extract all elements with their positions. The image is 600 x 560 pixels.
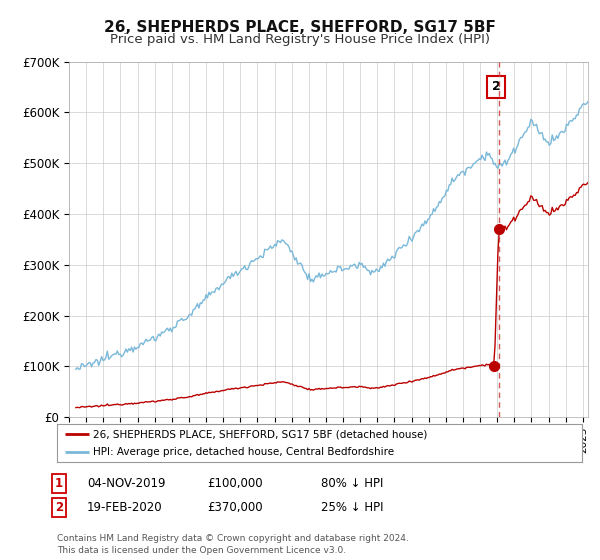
Text: 2: 2 [55,501,63,515]
Text: 2: 2 [491,81,500,94]
Text: 19-FEB-2020: 19-FEB-2020 [87,501,163,515]
Text: £370,000: £370,000 [207,501,263,515]
Text: 80% ↓ HPI: 80% ↓ HPI [321,477,383,490]
Text: 04-NOV-2019: 04-NOV-2019 [87,477,166,490]
Text: Contains HM Land Registry data © Crown copyright and database right 2024.
This d: Contains HM Land Registry data © Crown c… [57,534,409,555]
Text: 26, SHEPHERDS PLACE, SHEFFORD, SG17 5BF (detached house): 26, SHEPHERDS PLACE, SHEFFORD, SG17 5BF … [93,429,427,439]
Text: Price paid vs. HM Land Registry's House Price Index (HPI): Price paid vs. HM Land Registry's House … [110,32,490,46]
Text: HPI: Average price, detached house, Central Bedfordshire: HPI: Average price, detached house, Cent… [93,447,394,458]
Text: 26, SHEPHERDS PLACE, SHEFFORD, SG17 5BF: 26, SHEPHERDS PLACE, SHEFFORD, SG17 5BF [104,21,496,35]
Text: 1: 1 [55,477,63,490]
Text: £100,000: £100,000 [207,477,263,490]
Text: 25% ↓ HPI: 25% ↓ HPI [321,501,383,515]
